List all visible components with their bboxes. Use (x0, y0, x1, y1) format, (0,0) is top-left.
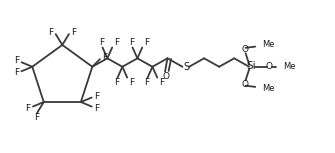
Text: O: O (242, 45, 249, 54)
Text: F: F (48, 28, 54, 37)
Text: F: F (129, 78, 134, 87)
Text: Me: Me (283, 62, 295, 71)
Text: Me: Me (262, 84, 274, 93)
Text: F: F (14, 68, 19, 77)
Text: F: F (144, 78, 150, 87)
Text: F: F (94, 104, 99, 113)
Text: Me: Me (262, 40, 274, 49)
Text: F: F (102, 53, 107, 62)
Text: F: F (71, 28, 76, 37)
Text: F: F (159, 78, 164, 87)
Text: F: F (115, 78, 120, 87)
Text: F: F (144, 38, 149, 47)
Text: F: F (25, 104, 31, 113)
Text: O: O (242, 80, 249, 89)
Text: O: O (163, 73, 170, 81)
Text: F: F (114, 38, 119, 47)
Text: F: F (14, 56, 19, 65)
Text: Si: Si (247, 61, 256, 71)
Text: S: S (183, 62, 190, 72)
Text: F: F (94, 91, 99, 101)
Text: F: F (34, 114, 39, 122)
Text: O: O (266, 62, 273, 71)
Text: F: F (129, 38, 135, 47)
Text: F: F (99, 38, 105, 47)
